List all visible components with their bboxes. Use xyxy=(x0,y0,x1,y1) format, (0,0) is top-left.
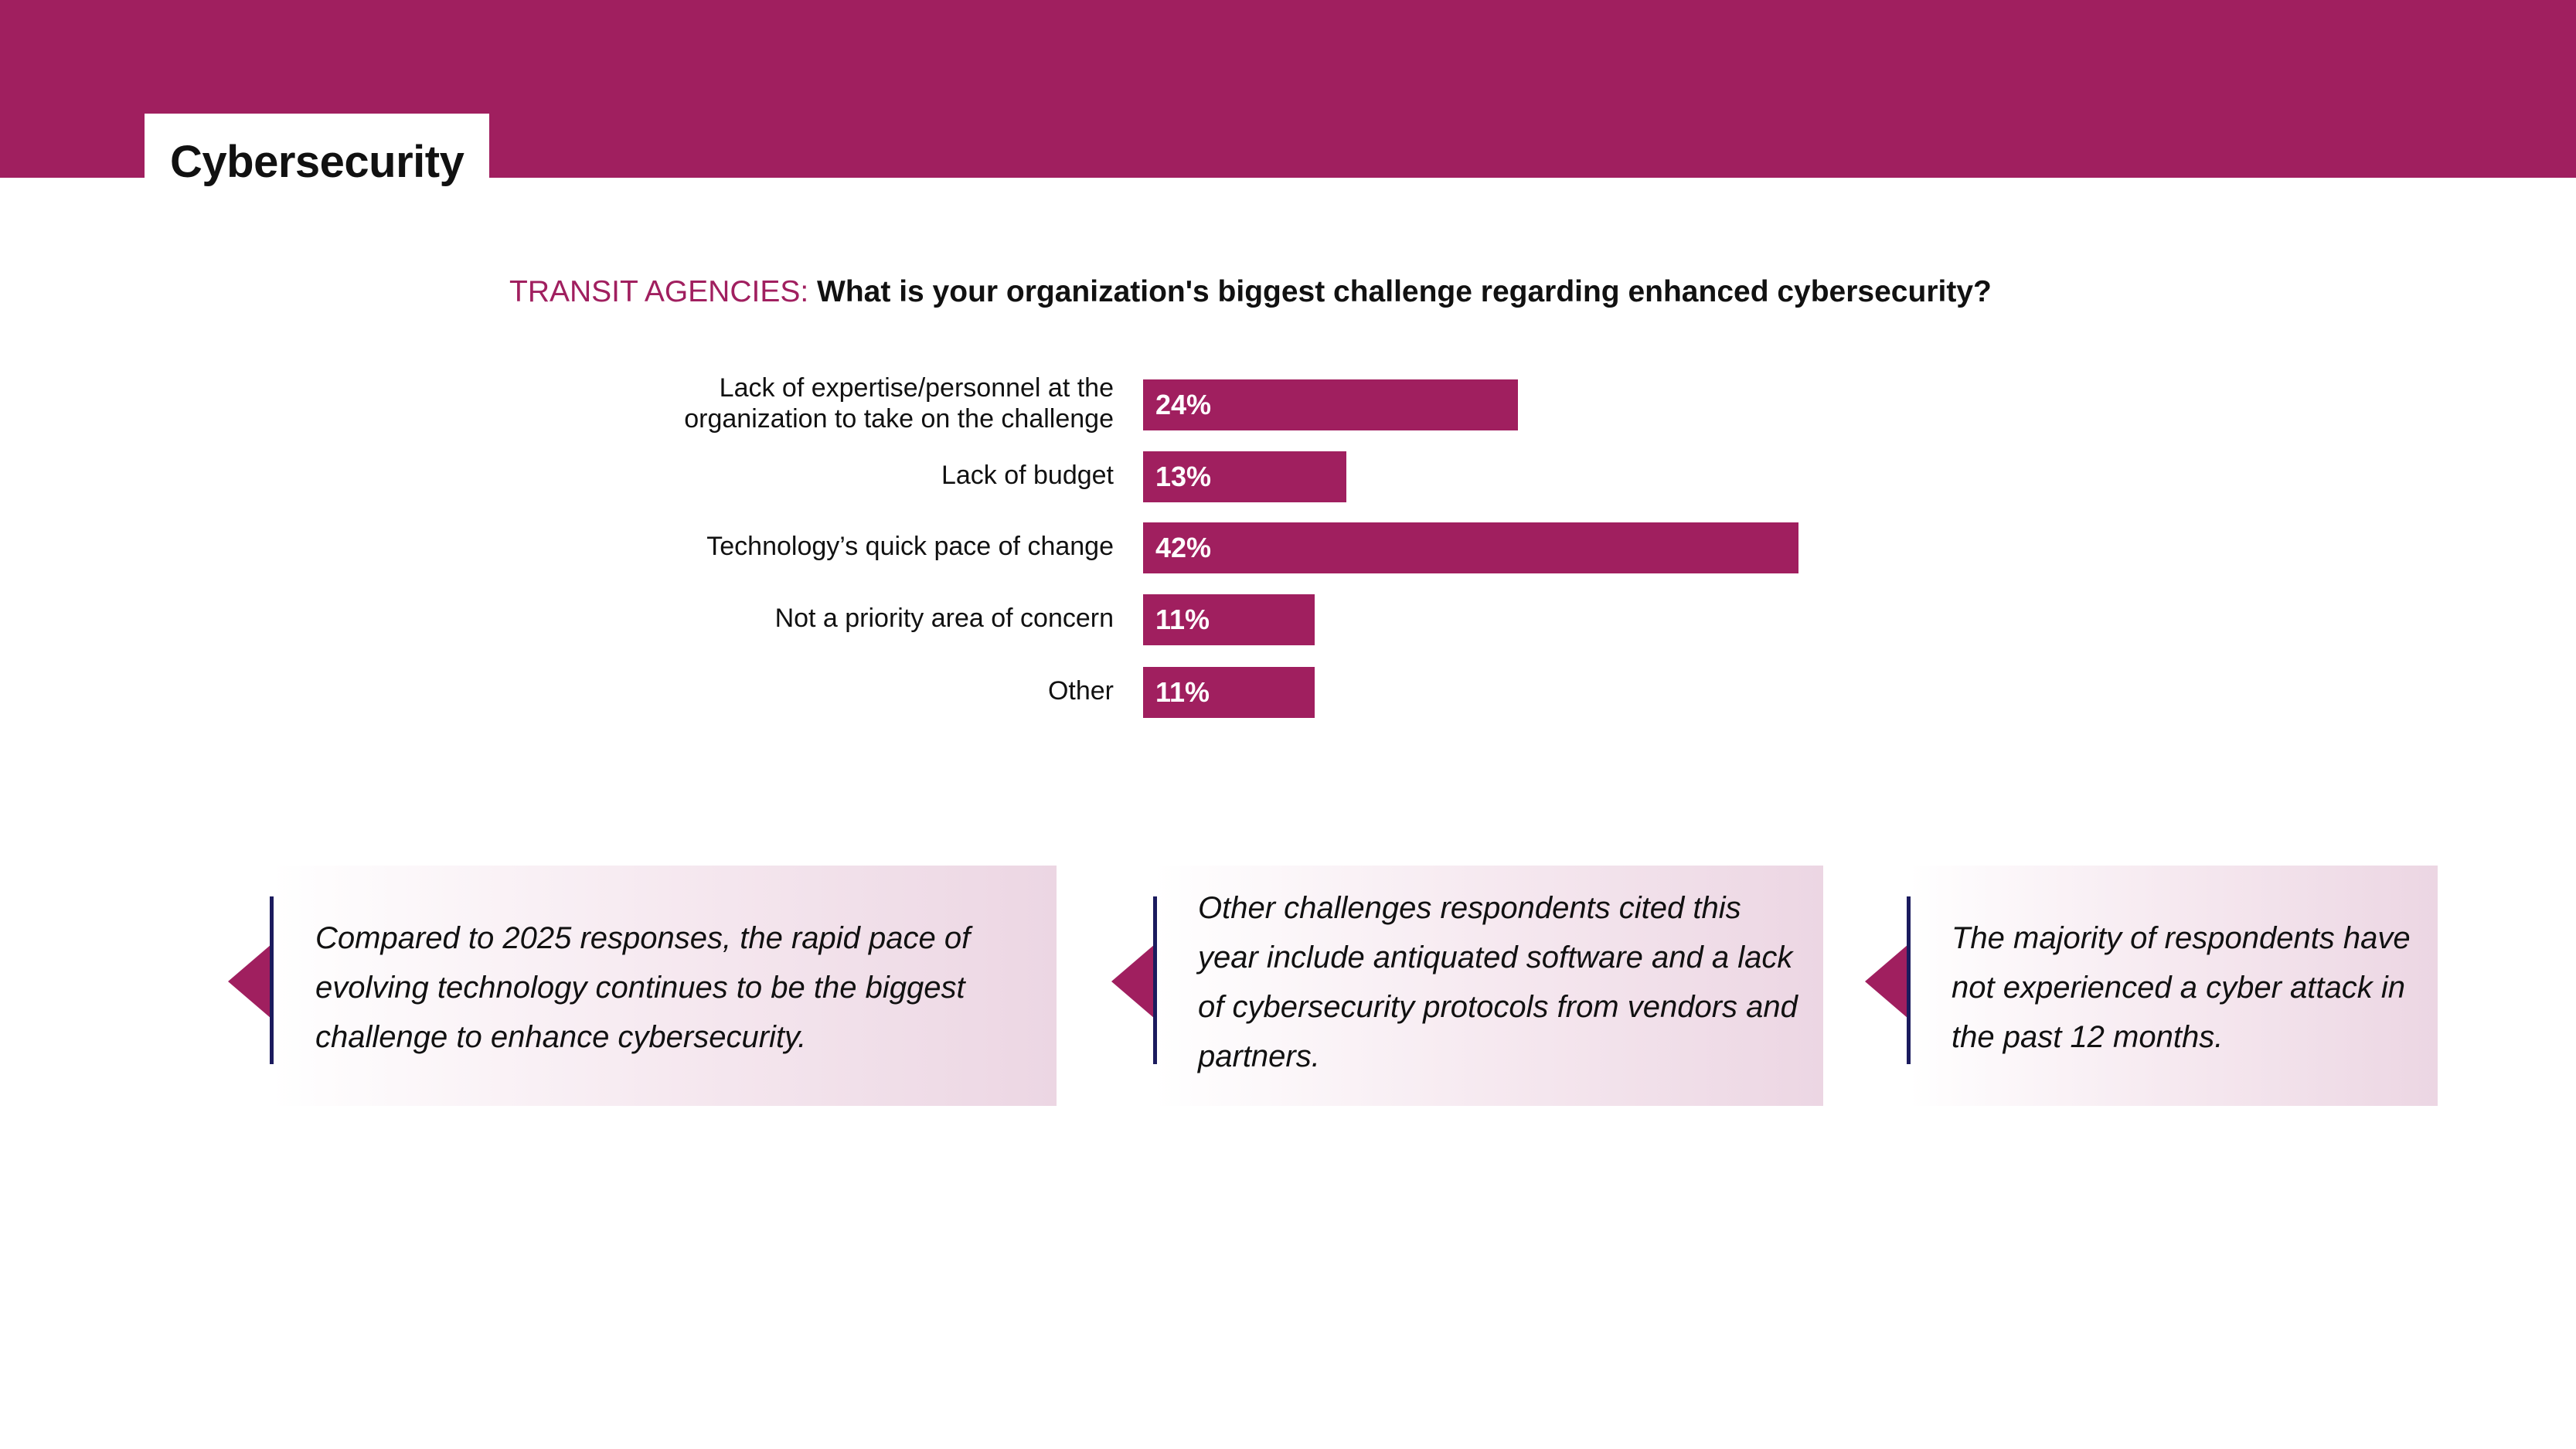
callout-pointer-icon xyxy=(228,944,271,1019)
callout-divider xyxy=(270,896,274,1064)
data-label: 11% xyxy=(1155,676,1210,708)
category-label: Technology’s quick pace of change xyxy=(706,531,1114,562)
data-label: 13% xyxy=(1155,461,1212,492)
chart-question: TRANSIT AGENCIES: What is your organizat… xyxy=(509,275,1992,309)
data-label: 24% xyxy=(1155,389,1212,420)
category-label: Not a priority area of concern xyxy=(775,603,1114,634)
bar: 13% xyxy=(1143,451,1346,502)
callout-box-3 xyxy=(1909,866,2438,1106)
callout-pointer-icon xyxy=(1865,944,1908,1019)
category-label-line: Not a priority area of concern xyxy=(774,604,1114,633)
category-label-line: organization to take on the challenge xyxy=(684,404,1114,434)
callout-divider xyxy=(1907,896,1911,1064)
callout-box-1 xyxy=(271,866,1057,1106)
bar: 11% xyxy=(1143,667,1315,718)
category-label: Other xyxy=(1048,675,1114,706)
question-text: What is your organization's biggest chal… xyxy=(817,275,1992,308)
callout-text-2: Other challenges respondents cited this … xyxy=(1198,891,1798,1073)
question-prefix: TRANSIT AGENCIES: xyxy=(509,275,809,308)
bar: 11% xyxy=(1143,594,1315,645)
callout-text-1: Compared to 2025 responses, the rapid pa… xyxy=(315,921,971,1054)
category-label-line: Other xyxy=(1047,676,1114,706)
category-label-line: Technology’s quick pace of change xyxy=(706,532,1114,561)
category-label-line: Lack of expertise/personnel at the xyxy=(719,373,1114,403)
callout-text-3: The majority of respondents have not exp… xyxy=(1952,921,2411,1054)
page-title: Cybersecurity xyxy=(170,137,464,187)
data-label: 42% xyxy=(1155,532,1212,563)
title-tab xyxy=(145,114,489,199)
category-label-line: Lack of budget xyxy=(941,461,1114,490)
callout-divider xyxy=(1153,896,1157,1064)
callout-box-2 xyxy=(1155,866,1823,1106)
bar: 42% xyxy=(1143,522,1799,573)
data-label: 11% xyxy=(1155,604,1210,635)
callout-pointer-icon xyxy=(1111,944,1155,1019)
bar: 24% xyxy=(1143,379,1518,430)
category-label: Lack of expertise/personnel at the organi… xyxy=(684,372,1114,434)
category-label: Lack of budget xyxy=(941,460,1114,491)
